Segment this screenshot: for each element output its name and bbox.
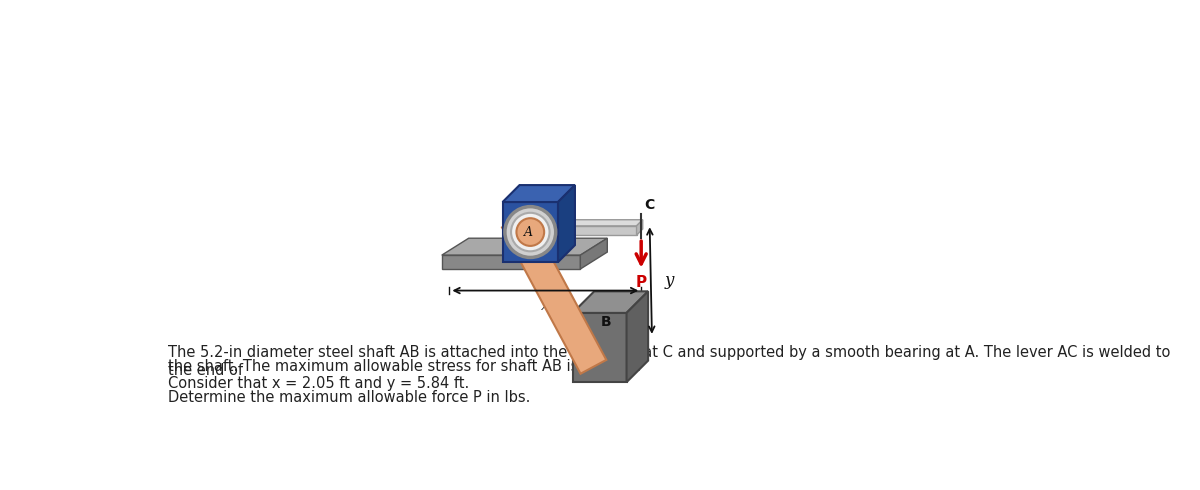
Text: the shaft. The maximum allowable stress for shaft AB is 453 psi.: the shaft. The maximum allowable stress … xyxy=(168,359,642,374)
Polygon shape xyxy=(558,185,575,262)
Polygon shape xyxy=(502,214,606,374)
Polygon shape xyxy=(442,238,607,255)
Polygon shape xyxy=(581,238,607,269)
Text: B: B xyxy=(600,315,611,329)
Circle shape xyxy=(516,218,544,246)
Text: A: A xyxy=(524,225,533,239)
Text: P: P xyxy=(636,275,647,290)
Polygon shape xyxy=(572,292,648,313)
Text: The 5.2-in diameter steel shaft AB is attached into the rigid wall at C and supp: The 5.2-in diameter steel shaft AB is at… xyxy=(168,345,1171,378)
Polygon shape xyxy=(558,226,636,235)
Circle shape xyxy=(511,213,550,251)
Polygon shape xyxy=(503,202,558,262)
Text: y: y xyxy=(665,272,674,289)
Polygon shape xyxy=(442,255,581,269)
Polygon shape xyxy=(503,185,575,202)
Polygon shape xyxy=(572,313,626,382)
Text: Determine the maximum allowable force P in lbs.: Determine the maximum allowable force P … xyxy=(168,390,530,405)
Text: C: C xyxy=(644,198,654,212)
Text: x: x xyxy=(541,297,550,314)
Text: Consider that x = 2.05 ft and y = 5.84 ft.: Consider that x = 2.05 ft and y = 5.84 f… xyxy=(168,376,469,391)
Circle shape xyxy=(505,207,556,257)
Polygon shape xyxy=(558,220,643,226)
Polygon shape xyxy=(636,220,643,235)
Polygon shape xyxy=(626,292,648,382)
